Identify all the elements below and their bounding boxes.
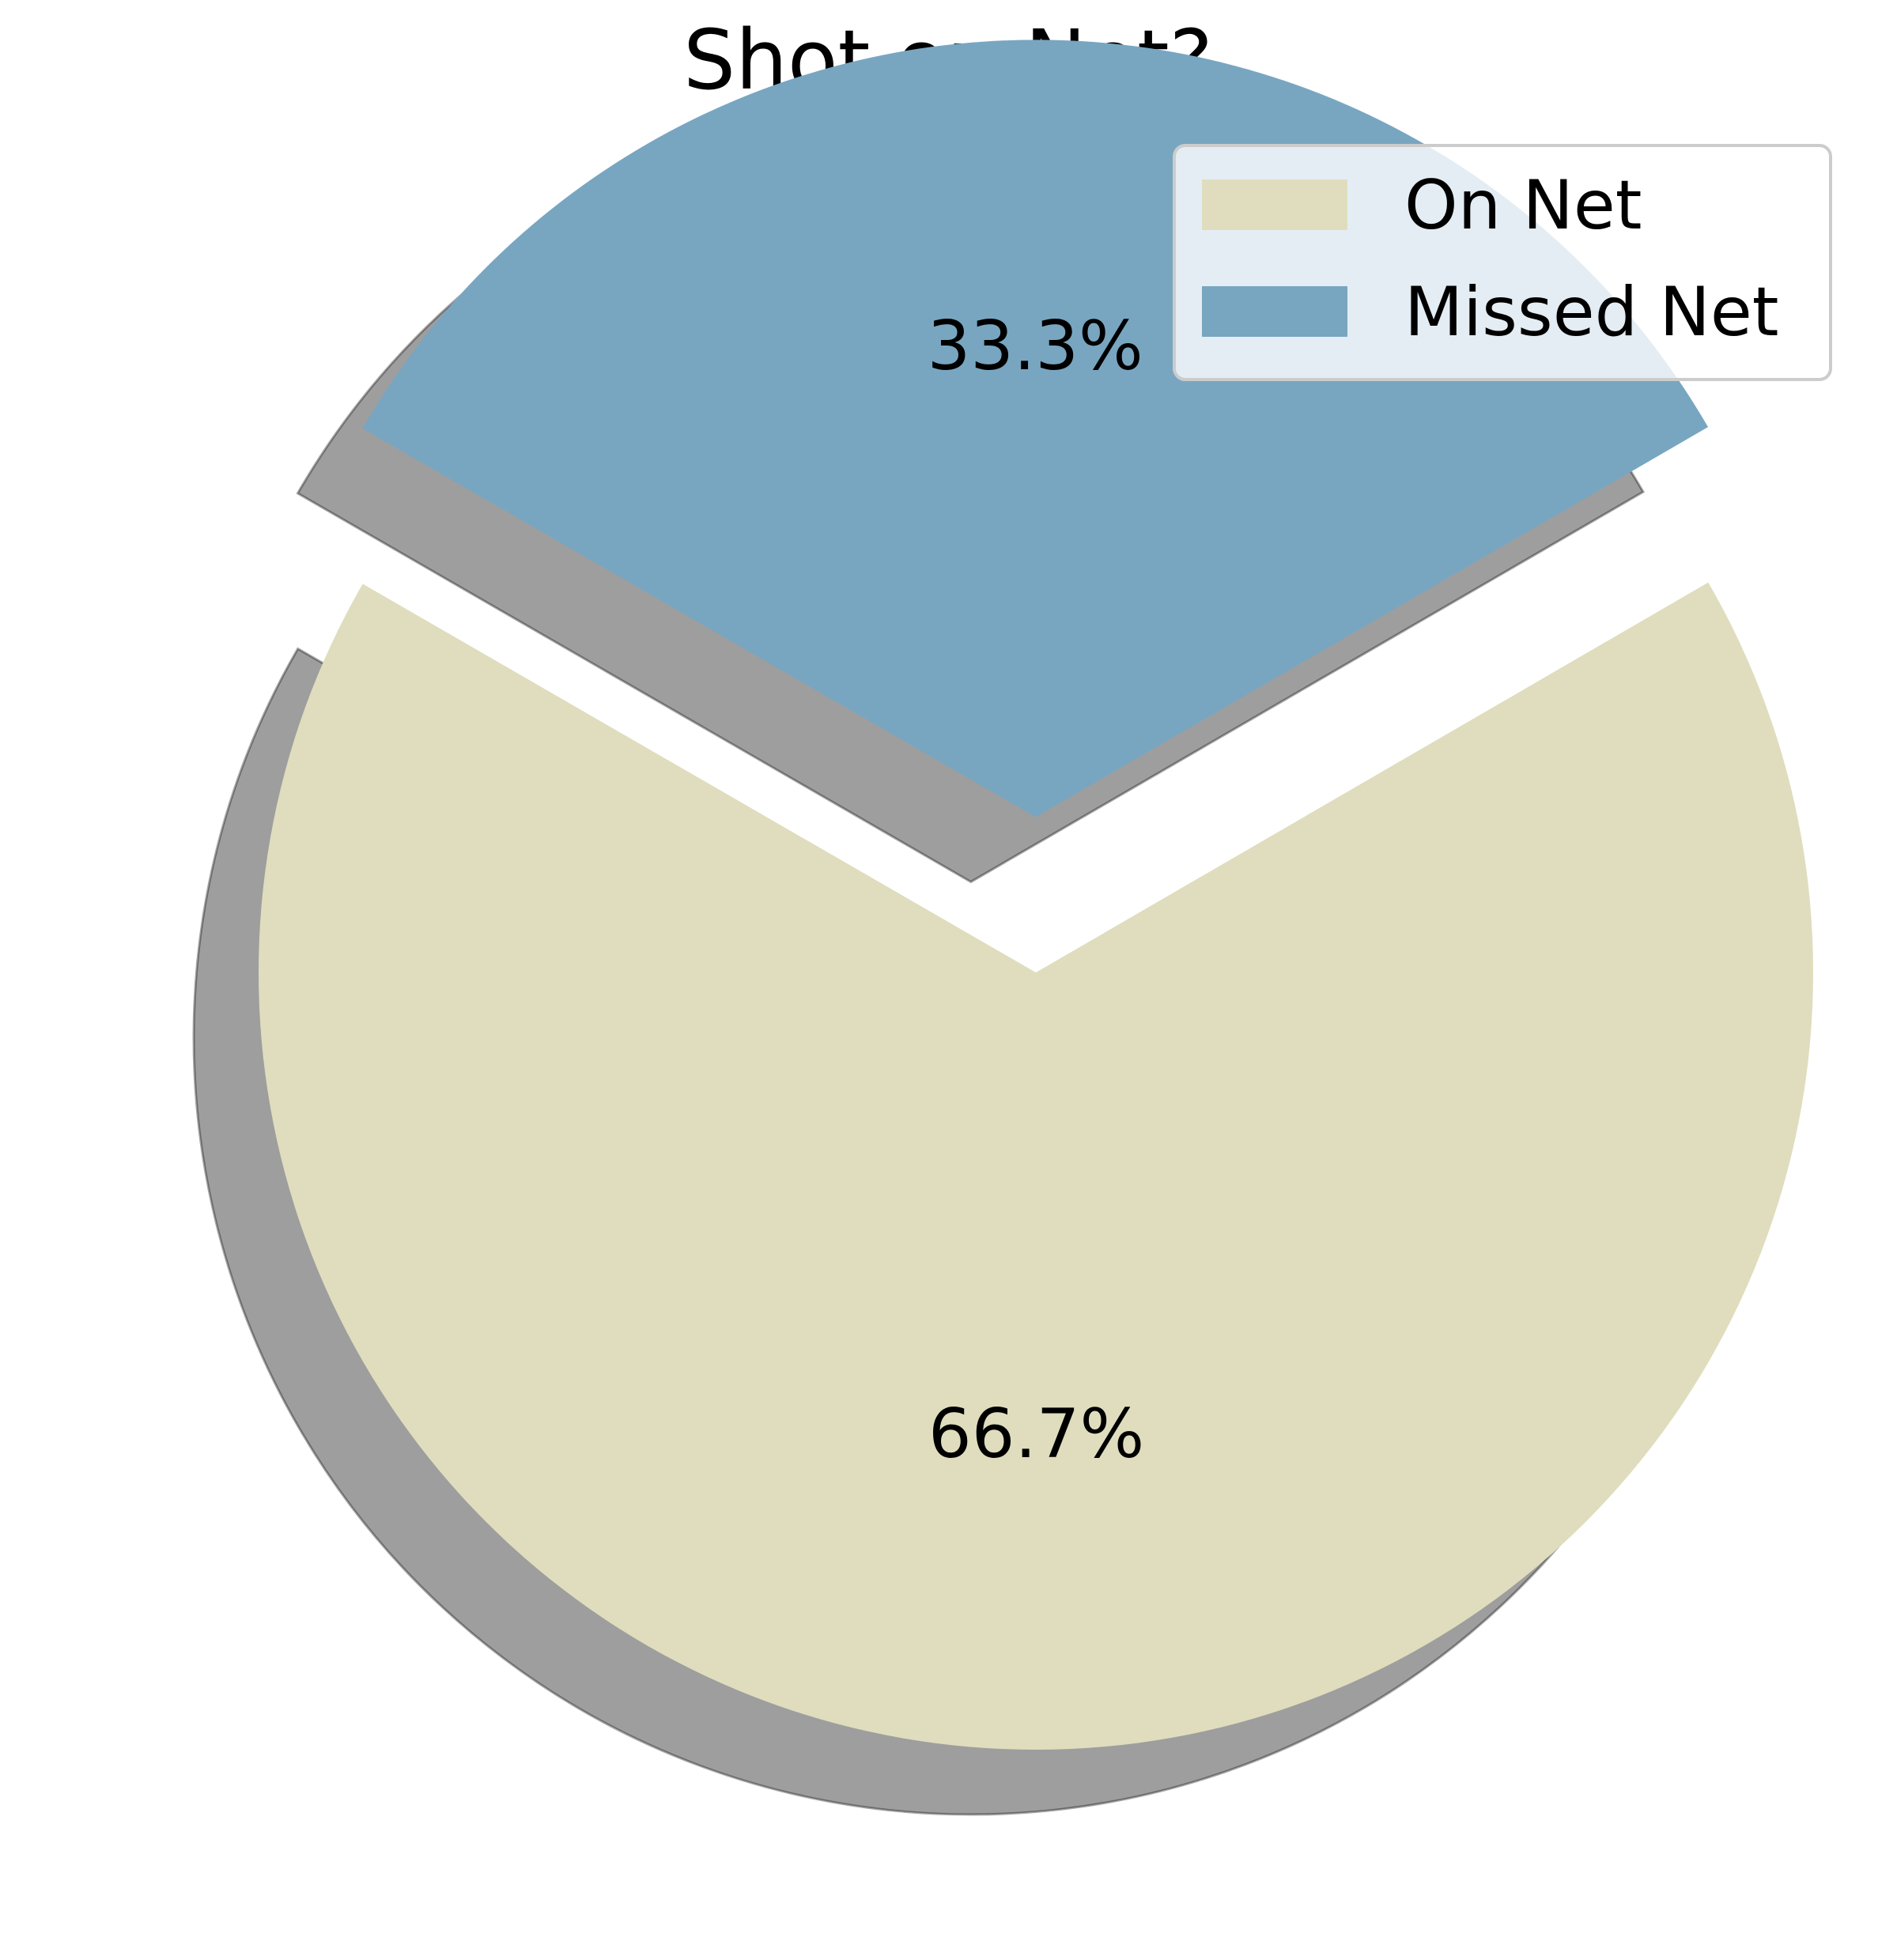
legend-swatch-missed-net — [1202, 286, 1347, 337]
slice-labels: 66.7% 33.3% — [928, 307, 1145, 1474]
legend-swatch-on-net — [1202, 179, 1347, 230]
slice-label-missed-net: 33.3% — [928, 307, 1143, 386]
slice-label-on-net: 66.7% — [928, 1395, 1144, 1474]
slice-on-net — [259, 582, 1814, 1750]
legend-label-on-net: On Net — [1404, 166, 1642, 245]
legend-label-missed-net: Missed Net — [1404, 273, 1779, 352]
legend: On Net Missed Net — [1173, 144, 1832, 381]
